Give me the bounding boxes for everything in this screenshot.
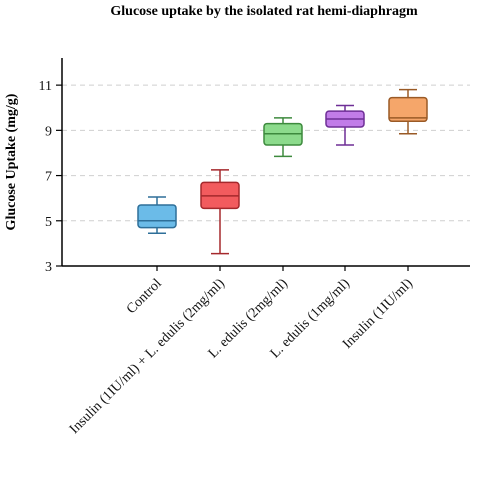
box-4 xyxy=(325,104,365,146)
box-plots xyxy=(137,88,428,255)
chart-title: Glucose uptake by the isolated rat hemi-… xyxy=(110,4,418,19)
y-tick-label: 5 xyxy=(45,215,52,230)
y-tick-label: 9 xyxy=(45,124,52,139)
x-tick-label: Control xyxy=(124,276,165,317)
box-2 xyxy=(200,169,240,255)
y-axis-label: Glucose Uptake (mg/g) xyxy=(4,93,19,230)
box-3 xyxy=(263,117,303,158)
box-body xyxy=(137,204,177,229)
box-body xyxy=(388,96,428,123)
y-tick-label: 11 xyxy=(39,79,52,94)
gridlines xyxy=(62,84,470,222)
y-ticks: 3 5 7 9 11 xyxy=(39,79,62,275)
box-1 xyxy=(137,196,177,234)
box-5 xyxy=(388,88,428,135)
y-tick-label: 7 xyxy=(45,170,52,185)
y-tick-label: 3 xyxy=(45,260,52,275)
